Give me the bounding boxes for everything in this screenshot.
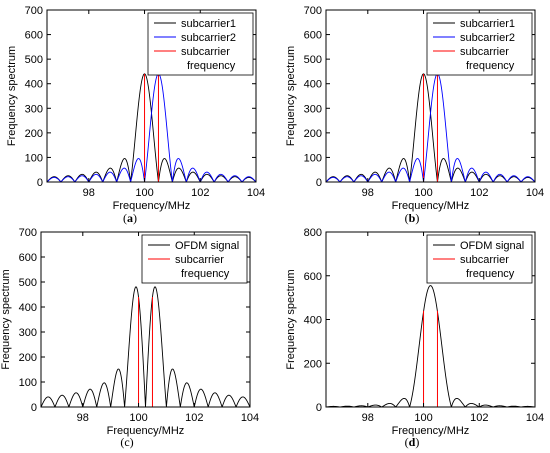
xlabel-c: Frequency/MHz xyxy=(107,425,185,437)
caption-close-c: ) xyxy=(130,435,134,449)
ylabel-c: Frequency spectrum xyxy=(0,269,12,369)
xtick-label-d-0: 98 xyxy=(362,412,374,424)
legend-label-a-1: subcarrier2 xyxy=(181,32,236,44)
ytick-label-a-1: 100 xyxy=(25,152,43,164)
legend-label-b-0: subcarrier1 xyxy=(460,18,515,30)
xtick-label-d-2: 102 xyxy=(470,412,488,424)
ytick-label-d-3: 600 xyxy=(304,271,322,283)
series-c-0 xyxy=(41,286,250,407)
ytick-label-b-5: 500 xyxy=(304,54,322,66)
caption-close-b: ) xyxy=(415,211,419,225)
chart-b: 0 100 200 300 400 500 600 700 98 100 102 104 Frequen… xyxy=(285,5,544,225)
ytick-label-c-4: 400 xyxy=(19,302,37,314)
caption-b: (b) xyxy=(405,211,420,225)
legend-label2-b-2: frequency xyxy=(466,60,515,72)
ylabel-a: Frequency spectrum xyxy=(6,46,18,146)
ylabel-b: Frequency spectrum xyxy=(285,46,297,146)
ytick-label-c-6: 600 xyxy=(19,252,37,264)
series-b-0 xyxy=(326,73,535,182)
ytick-label-a-4: 400 xyxy=(25,79,43,91)
ytick-label-b-7: 700 xyxy=(304,5,322,17)
caption-d: (d) xyxy=(405,435,420,449)
xtick-label-c-3: 104 xyxy=(241,412,259,424)
ytick-label-d-2: 400 xyxy=(304,315,322,327)
legend-label2-c-1: frequency xyxy=(181,268,230,280)
ytick-label-d-0: 0 xyxy=(316,402,322,414)
chart-d: 0 200 400 600 800 98 100 102 104 Frequency/MHz Fre… xyxy=(285,227,544,449)
ytick-label-b-0: 0 xyxy=(316,177,322,189)
ytick-label-c-5: 500 xyxy=(19,277,37,289)
legend-label-b-1: subcarrier2 xyxy=(460,32,515,44)
legend-label-c-1: subcarrier xyxy=(175,254,224,266)
xtick-label-b-1: 100 xyxy=(414,187,432,199)
ytick-label-c-3: 300 xyxy=(19,327,37,339)
ytick-label-a-6: 600 xyxy=(25,30,43,42)
caption-letter-d: d xyxy=(409,435,416,449)
legend-label-a-2: subcarrier xyxy=(181,46,230,58)
chart-a: 0 100 200 300 400 500 600 700 98 100 102 104 Frequen… xyxy=(6,5,265,225)
xtick-label-d-3: 104 xyxy=(526,412,544,424)
xtick-label-a-1: 100 xyxy=(135,187,153,199)
ytick-label-a-0: 0 xyxy=(37,177,43,189)
ytick-label-d-1: 200 xyxy=(304,358,322,370)
series-b-1 xyxy=(326,73,535,182)
xlabel-a: Frequency/MHz xyxy=(113,200,191,212)
caption-letter-b: b xyxy=(409,211,416,225)
caption-close-d: ) xyxy=(415,435,419,449)
ytick-label-a-5: 500 xyxy=(25,54,43,66)
legend-label-a-0: subcarrier1 xyxy=(181,18,236,30)
xtick-label-a-0: 98 xyxy=(83,187,95,199)
xtick-label-a-3: 104 xyxy=(247,187,265,199)
ytick-label-a-7: 700 xyxy=(25,5,43,17)
series-d-0 xyxy=(326,285,535,407)
axes-frame-b xyxy=(325,9,536,183)
caption-letter-a: a xyxy=(127,211,133,225)
xtick-label-c-2: 102 xyxy=(185,412,203,424)
ytick-label-c-1: 100 xyxy=(19,377,37,389)
xtick-label-b-2: 102 xyxy=(470,187,488,199)
xtick-label-c-1: 100 xyxy=(129,412,147,424)
series-a-0 xyxy=(47,73,256,182)
ytick-label-b-4: 400 xyxy=(304,79,322,91)
ytick-label-c-7: 700 xyxy=(19,227,37,239)
caption-letter-c: c xyxy=(124,435,129,449)
legend-label2-d-1: frequency xyxy=(466,268,515,280)
ytick-label-b-3: 300 xyxy=(304,103,322,115)
legend-label-d-0: OFDM signal xyxy=(460,240,524,252)
xtick-label-d-1: 100 xyxy=(414,412,432,424)
caption-open-b: ( xyxy=(405,211,409,225)
ytick-label-b-6: 600 xyxy=(304,30,322,42)
legend-label-b-2: subcarrier xyxy=(460,46,509,58)
ytick-label-a-2: 200 xyxy=(25,128,43,140)
chart-c: 0 100 200 300 400 500 600 700 98 100 102 104 Frequen… xyxy=(0,227,259,449)
caption-a: (a) xyxy=(123,211,137,225)
ytick-label-c-0: 0 xyxy=(31,402,37,414)
axes-frame-c xyxy=(40,231,251,408)
xtick-label-b-0: 98 xyxy=(362,187,374,199)
caption-open-a: ( xyxy=(123,211,127,225)
xtick-label-a-2: 102 xyxy=(191,187,209,199)
caption-c: (c) xyxy=(120,435,133,449)
ytick-label-c-2: 200 xyxy=(19,352,37,364)
caption-close-a: ) xyxy=(133,211,137,225)
caption-open-d: ( xyxy=(405,435,409,449)
ylabel-d: Frequency spectrum xyxy=(285,269,297,369)
legend-label-c-0: OFDM signal xyxy=(175,240,239,252)
ytick-label-d-4: 800 xyxy=(304,227,322,239)
xtick-label-c-0: 98 xyxy=(77,412,89,424)
xlabel-d: Frequency/MHz xyxy=(392,425,470,437)
legend-label2-a-2: frequency xyxy=(187,60,236,72)
xtick-label-b-3: 104 xyxy=(526,187,544,199)
ytick-label-b-1: 100 xyxy=(304,152,322,164)
xlabel-b: Frequency/MHz xyxy=(392,200,470,212)
ytick-label-a-3: 300 xyxy=(25,103,43,115)
ytick-label-b-2: 200 xyxy=(304,128,322,140)
series-a-1 xyxy=(47,73,256,182)
axes-frame-a xyxy=(46,9,257,183)
legend-label-d-1: subcarrier xyxy=(460,254,509,266)
caption-open-c: ( xyxy=(120,435,124,449)
